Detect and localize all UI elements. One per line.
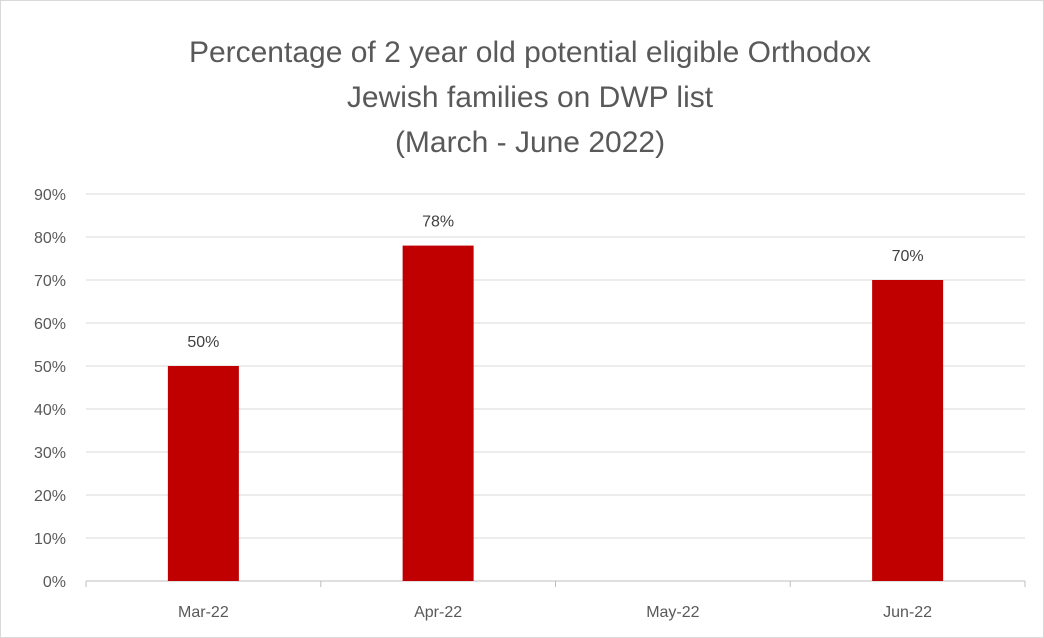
y-tick-label: 30% bbox=[34, 445, 66, 462]
bar bbox=[167, 366, 239, 581]
x-tick-label: May-22 bbox=[646, 604, 699, 621]
y-tick-label: 0% bbox=[43, 574, 66, 591]
x-tick-label: Apr-22 bbox=[414, 604, 462, 621]
y-tick-label: 40% bbox=[34, 402, 66, 419]
y-tick-label: 90% bbox=[34, 187, 66, 204]
y-tick-label: 80% bbox=[34, 230, 66, 247]
chart-title-line-3: (March - June 2022) bbox=[394, 126, 666, 159]
y-tick-label: 10% bbox=[34, 531, 66, 548]
chart-title-line-1: Percentage of 2 year old potential eligi… bbox=[188, 36, 872, 69]
data-label: 50% bbox=[187, 334, 219, 351]
x-tick-label: Mar-22 bbox=[178, 604, 229, 621]
chart-title-line-2: Jewish families on DWP list bbox=[346, 81, 714, 114]
y-tick-label: 20% bbox=[34, 488, 66, 505]
x-tick-label: Jun-22 bbox=[883, 604, 932, 621]
y-tick-label: 70% bbox=[34, 273, 66, 290]
y-tick-label: 50% bbox=[34, 359, 66, 376]
data-label: 78% bbox=[422, 214, 454, 231]
bar bbox=[402, 245, 474, 581]
bar bbox=[872, 280, 944, 581]
y-tick-label: 60% bbox=[34, 316, 66, 333]
chart-title: Percentage of 2 year old potential eligi… bbox=[0, 30, 1044, 165]
data-label: 70% bbox=[892, 248, 924, 265]
